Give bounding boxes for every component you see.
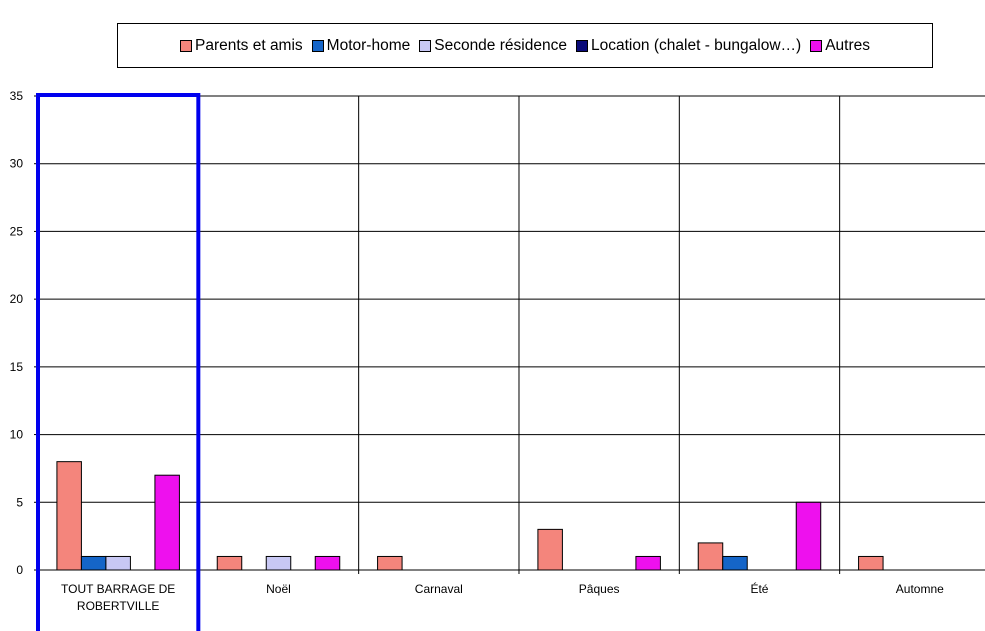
x-tick-label: Automne xyxy=(896,582,944,596)
legend-swatch xyxy=(311,39,324,52)
legend-swatch xyxy=(810,39,823,52)
highlight-box xyxy=(36,93,201,631)
bar-4-3 xyxy=(635,555,661,571)
bar-0-5 xyxy=(858,555,884,571)
y-tick-label: 5 xyxy=(16,495,23,509)
bar-4-0 xyxy=(154,474,180,571)
bar-4-4 xyxy=(795,501,822,571)
legend-label: Seconde résidence xyxy=(434,36,567,54)
y-tick-label: 0 xyxy=(16,563,23,577)
y-tick-label: 20 xyxy=(10,292,24,306)
y-tick-label: 30 xyxy=(10,157,24,171)
chart-legend: Parents et amis Motor-home Seconde résiden… xyxy=(117,23,933,68)
legend-item: Seconde résidence xyxy=(419,37,567,55)
bar-0-3 xyxy=(537,528,563,571)
bar-0-0 xyxy=(56,461,82,571)
bar-2-0 xyxy=(105,555,131,571)
x-tick-label: Noël xyxy=(266,582,291,596)
legend-label: Location (chalet - bungalow…) xyxy=(590,36,802,54)
bar-2-1 xyxy=(265,555,292,571)
legend-item: Location (chalet - bungalow…) xyxy=(575,36,802,55)
legend-item: Motor-home xyxy=(311,36,411,55)
legend-swatch xyxy=(575,39,588,52)
bar-0-2 xyxy=(377,555,403,571)
x-tick-label: ROBERTVILLE xyxy=(77,599,159,613)
bar-0-4 xyxy=(697,542,724,571)
x-tick-label: Pâques xyxy=(579,582,620,596)
bar-4-1 xyxy=(314,555,341,571)
y-tick-label: 10 xyxy=(10,428,24,442)
y-tick-label: 25 xyxy=(10,224,24,238)
legend-label: Motor-home xyxy=(326,36,411,54)
legend-item: Parents et amis xyxy=(179,36,303,55)
legend-item: Autres xyxy=(810,37,870,55)
x-tick-label: Carnaval xyxy=(415,582,463,596)
legend-swatch xyxy=(179,39,192,52)
bar-1-0 xyxy=(80,555,107,571)
legend-label: Parents et amis xyxy=(194,36,303,54)
bar-1-4 xyxy=(722,555,748,571)
legend-swatch xyxy=(419,39,432,52)
y-tick-label: 35 xyxy=(10,89,24,103)
legend-label: Autres xyxy=(825,36,870,54)
x-tick-label: Été xyxy=(750,581,768,596)
y-tick-label: 15 xyxy=(10,360,24,374)
bar-0-1 xyxy=(216,555,243,571)
x-tick-label: TOUT BARRAGE DE xyxy=(61,582,175,596)
